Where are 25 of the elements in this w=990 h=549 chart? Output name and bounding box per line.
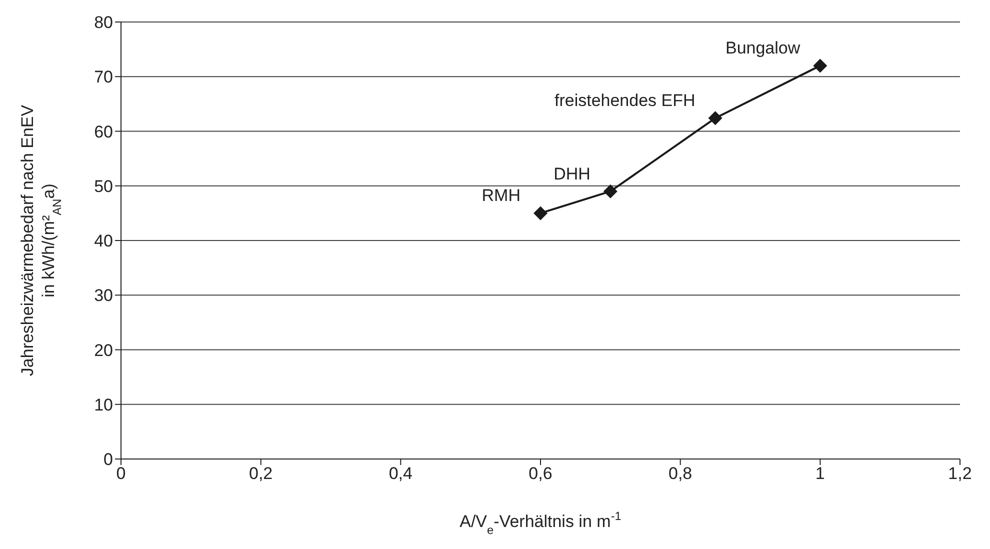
y-tick-label: 70	[94, 68, 113, 87]
annotation: Bungalow	[725, 38, 801, 58]
x-tick-label: 0,6	[528, 464, 552, 484]
point	[603, 184, 618, 198]
x-tick-label: 0,2	[249, 464, 273, 484]
y-tick-label: 40	[94, 232, 113, 251]
y-tick-label: 20	[94, 340, 113, 360]
point	[813, 58, 828, 73]
y-tick-label: 10	[94, 395, 113, 414]
x-tick-label: 0	[116, 464, 126, 484]
y-tick-label: 30	[94, 286, 113, 306]
x-tick-label: 1	[815, 464, 825, 484]
y-tick-label: 50	[94, 176, 113, 196]
x-axis-title: A/V$_{e}$-Verhältnis in m$^{-1}$	[460, 509, 622, 537]
point	[708, 111, 722, 126]
annotation: DHH	[554, 164, 590, 184]
annotation: RMH	[482, 186, 520, 206]
x-tick-label: 1,2	[948, 464, 972, 484]
x-tick-label: 0,4	[388, 464, 412, 484]
annotation: freistehendes EFH	[554, 91, 696, 110]
y-tick-label: 0	[104, 450, 113, 470]
x-tick-label: 0,8	[668, 464, 692, 484]
point	[534, 206, 548, 220]
y-tick-label: 80	[94, 13, 113, 32]
y-tick-label: 60	[94, 122, 113, 142]
